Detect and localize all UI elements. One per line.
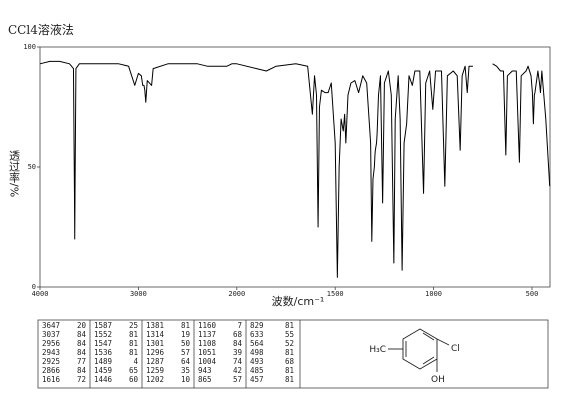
wavenumber: 1616 [42, 375, 61, 384]
ring [402, 328, 438, 370]
wavenumber: 1536 [94, 348, 113, 357]
y-tick-label: 50 [28, 163, 36, 171]
x-tick-label: 1500 [327, 290, 344, 298]
transmittance: 35 [181, 366, 190, 375]
y-axis-label: 透过率/% [8, 150, 21, 197]
transmittance: 50 [181, 339, 191, 348]
wavenumber: 2956 [42, 339, 61, 348]
transmittance: 84 [77, 339, 87, 348]
y-tick-label: 0 [32, 283, 36, 291]
methyl-label: H₃C [369, 345, 386, 355]
transmittance: 81 [129, 339, 138, 348]
y-tick-label: 100 [23, 43, 36, 51]
wavenumber: 1160 [198, 321, 217, 330]
wavenumber: 1314 [146, 330, 165, 339]
transmittance: 84 [233, 339, 243, 348]
wavenumber: 865 [198, 375, 212, 384]
wavenumber: 1202 [146, 375, 164, 384]
transmittance: 81 [285, 366, 294, 375]
transmittance: 68 [233, 330, 243, 339]
chloro-label: Cl [451, 344, 460, 354]
wavenumber: 2866 [42, 366, 61, 375]
wavenumber: 3647 [42, 321, 60, 330]
x-tick-label: 3000 [130, 290, 147, 298]
wavenumber: 457 [250, 375, 264, 384]
wavenumber: 564 [250, 339, 264, 348]
wavenumber: 498 [250, 348, 264, 357]
structure [388, 328, 450, 372]
wavenumber: 1051 [198, 348, 216, 357]
transmittance: 81 [285, 348, 294, 357]
transmittance: 57 [233, 375, 242, 384]
wavenumber: 493 [250, 357, 264, 366]
wavenumber: 1489 [94, 357, 112, 366]
transmittance: 42 [233, 366, 242, 375]
wavenumber: 633 [250, 330, 264, 339]
x-tick-label: 4000 [32, 290, 49, 298]
wavenumber: 1587 [94, 321, 112, 330]
transmittance: 60 [129, 375, 139, 384]
wavenumber: 1381 [146, 321, 164, 330]
wavenumber: 1459 [94, 366, 112, 375]
transmittance: 65 [129, 366, 138, 375]
x-tick-label: 500 [526, 290, 539, 298]
transmittance: 20 [77, 321, 87, 330]
transmittance: 81 [181, 321, 190, 330]
wavenumber: 485 [250, 366, 264, 375]
chart-title: CCl4溶液法 [8, 22, 74, 37]
transmittance: 25 [129, 321, 138, 330]
hydroxy-label: OH [431, 375, 445, 385]
wavenumber: 3037 [42, 330, 60, 339]
wavenumber: 1446 [94, 375, 113, 384]
transmittance: 39 [233, 348, 242, 357]
x-tick-label: 1000 [425, 290, 442, 298]
x-tick-label: 2000 [228, 290, 245, 298]
wavenumber: 829 [250, 321, 264, 330]
wavenumber: 1287 [146, 357, 164, 366]
transmittance: 84 [77, 366, 87, 375]
transmittance: 77 [77, 357, 86, 366]
spectrum-line [39, 60, 551, 278]
wavenumber: 1301 [146, 339, 164, 348]
transmittance: 64 [181, 357, 191, 366]
wavenumber: 1259 [146, 366, 164, 375]
table-frame [37, 319, 549, 389]
transmittance: 52 [285, 339, 294, 348]
x-axis-label: 波数/cm⁻¹ [272, 295, 325, 308]
transmittance: 84 [77, 330, 87, 339]
wavenumber: 2925 [42, 357, 60, 366]
transmittance: 10 [181, 375, 191, 384]
wavenumber: 1108 [198, 339, 217, 348]
transmittance: 68 [285, 357, 295, 366]
transmittance: 81 [285, 321, 294, 330]
wavenumber: 1137 [198, 330, 216, 339]
bond [422, 332, 435, 341]
wavenumber: 943 [198, 366, 212, 375]
wavenumber: 1552 [94, 330, 112, 339]
bond [422, 356, 435, 365]
transmittance: 19 [181, 330, 190, 339]
wavenumber: 2943 [42, 348, 60, 357]
bond [436, 338, 450, 346]
transmittance: 7 [237, 321, 242, 330]
transmittance: 4 [133, 357, 138, 366]
transmittance: 57 [181, 348, 190, 357]
transmittance: 55 [285, 330, 294, 339]
transmittance: 81 [129, 348, 138, 357]
plot-frame [39, 46, 551, 288]
transmittance: 74 [233, 357, 243, 366]
wavenumber: 1004 [198, 357, 217, 366]
transmittance: 84 [77, 348, 87, 357]
wavenumber: 1547 [94, 339, 112, 348]
transmittance: 81 [129, 330, 138, 339]
wavenumber: 1296 [146, 348, 165, 357]
transmittance: 72 [77, 375, 86, 384]
transmittance: 81 [285, 375, 294, 384]
